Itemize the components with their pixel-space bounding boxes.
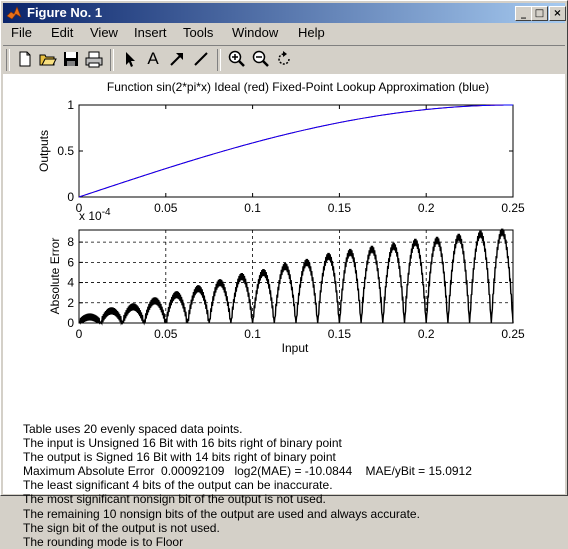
minimize-icon: _ xyxy=(521,8,526,19)
plot1-xtick-label: 0.05 xyxy=(154,201,178,215)
info-line: Maximum Absolute Error 0.00092109 log2(M… xyxy=(23,464,472,479)
rotate-icon[interactable] xyxy=(274,49,294,69)
plot2-exponent: x 10-4 xyxy=(79,207,111,223)
menu-help[interactable]: Help xyxy=(298,25,325,40)
plot1-ytick-label: 0 xyxy=(67,190,74,204)
maximize-button[interactable]: □ xyxy=(531,6,548,21)
plot1-xtick-label: 0.1 xyxy=(244,201,261,215)
plot2-ytick-label: 0 xyxy=(67,316,74,330)
plot2-xtick-label: 0.25 xyxy=(501,327,525,341)
info-text: Table uses 20 evenly spaced data points.… xyxy=(23,422,472,549)
plot2-ticks: 0 0.05 0.1 0.15 0.2 0.25 0 2 4 6 8 xyxy=(67,235,525,341)
info-line: The most significant nonsign bit of the … xyxy=(23,492,326,507)
save-icon[interactable] xyxy=(61,49,81,69)
minimize-button[interactable]: _ xyxy=(515,6,532,21)
menu-view[interactable]: View xyxy=(90,25,118,40)
plot2-grid xyxy=(79,230,513,323)
info-line: The sign bit of the output is not used. xyxy=(23,520,220,535)
text-tool[interactable]: A xyxy=(147,49,159,68)
info-line: The remaining 10 nonsign bits of the out… xyxy=(23,506,420,521)
print-icon[interactable] xyxy=(84,49,104,69)
menu-bar: File Edit View Insert Tools Window Help xyxy=(3,24,565,42)
pointer-icon[interactable] xyxy=(120,49,140,69)
plot2-xtick-label: 0 xyxy=(76,327,83,341)
plot2-xlabel: Input xyxy=(282,341,309,355)
menu-window[interactable]: Window xyxy=(232,25,279,40)
plot2-xtick-label: 0.2 xyxy=(418,327,435,341)
info-line: The rounding mode is to Floor xyxy=(23,534,184,549)
figure-canvas: Function sin(2*pi*x) Ideal (red) Fixed-P… xyxy=(3,74,565,549)
title-bar[interactable]: Figure No. 1 _ □ × xyxy=(3,3,566,23)
plot2-series-error xyxy=(78,228,514,326)
toolbar: A xyxy=(3,45,565,75)
toolbar-separator xyxy=(217,49,221,71)
toolbar-grip xyxy=(6,49,10,71)
info-line: Table uses 20 evenly spaced data points. xyxy=(23,422,243,436)
arrow-icon[interactable] xyxy=(167,49,187,69)
plot2-xtick-label: 0.1 xyxy=(244,327,261,341)
plot1-xtick-label: 0.15 xyxy=(328,201,352,215)
toolbar-separator xyxy=(110,49,114,71)
plot1-ticks: 0 0.05 0.1 0.15 0.2 0.25 0 0.5 1 xyxy=(57,98,525,215)
line-icon[interactable] xyxy=(191,49,211,69)
plot1-xtick-label: 0.25 xyxy=(501,201,525,215)
plot2-ylabel: Absolute Error xyxy=(48,238,62,315)
maximize-icon: □ xyxy=(534,8,545,19)
zoom-out-icon[interactable] xyxy=(250,49,270,69)
info-line: The input is Unsigned 16 Bit with 16 bit… xyxy=(23,436,342,451)
info-line: The least significant 4 bits of the outp… xyxy=(23,478,333,493)
plot2-xtick-label: 0.05 xyxy=(154,327,178,341)
matlab-logo-icon xyxy=(6,6,22,20)
menu-file[interactable]: File xyxy=(11,25,32,40)
new-icon[interactable] xyxy=(15,49,35,69)
plot2-xtick-label: 0.15 xyxy=(328,327,352,341)
plot1-series-approx xyxy=(78,104,513,198)
plot2-ytick-label: 2 xyxy=(67,296,74,310)
open-icon[interactable] xyxy=(38,49,58,69)
plot2-ytick-label: 8 xyxy=(67,235,74,249)
window-title: Figure No. 1 xyxy=(27,5,103,20)
plot1-xtick-label: 0.2 xyxy=(418,201,435,215)
menu-insert[interactable]: Insert xyxy=(134,25,167,40)
plot1-xtick-label: 0 xyxy=(76,201,83,215)
plot2-ytick-label: 6 xyxy=(67,255,74,269)
plot1-ytick-label: 1 xyxy=(67,98,74,112)
zoom-in-icon[interactable] xyxy=(226,49,246,69)
menu-edit[interactable]: Edit xyxy=(51,25,74,40)
close-icon: × xyxy=(553,8,562,19)
menu-tools[interactable]: Tools xyxy=(183,25,214,40)
plot1-ytick-label: 0.5 xyxy=(57,144,74,158)
plot1-title: Function sin(2*pi*x) Ideal (red) Fixed-P… xyxy=(107,80,489,94)
plots-svg: Function sin(2*pi*x) Ideal (red) Fixed-P… xyxy=(37,80,525,355)
plot2-axes[interactable] xyxy=(78,229,514,324)
info-line: The output is Signed 16 Bit with 14 bits… xyxy=(23,450,336,465)
plot2-ytick-label: 4 xyxy=(67,276,74,290)
close-button[interactable]: × xyxy=(549,6,566,21)
plot1-ylabel: Outputs xyxy=(37,130,51,172)
plot1-axes[interactable] xyxy=(78,104,514,198)
